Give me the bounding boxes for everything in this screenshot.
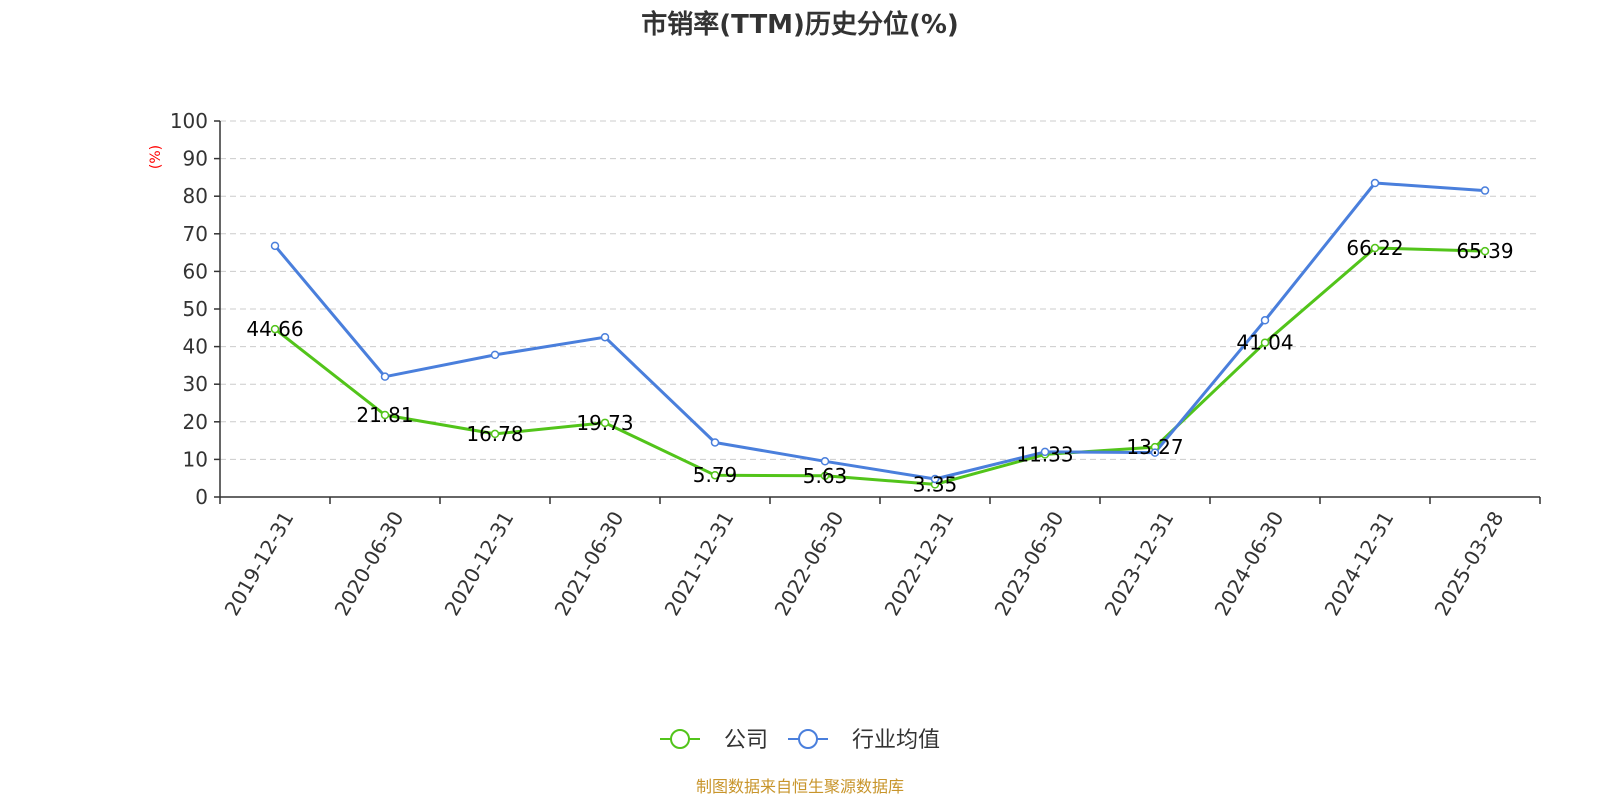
data-point[interactable] — [600, 418, 610, 428]
series-lines — [270, 178, 1490, 489]
legend-label: 行业均值 — [852, 728, 940, 753]
y-tick-label: 80 — [183, 184, 208, 208]
data-label: 11.33 — [1016, 442, 1073, 466]
data-point[interactable] — [1260, 316, 1270, 325]
source-note: 制图数据来自恒生聚源数据库 — [696, 777, 904, 796]
data-labels: 44.66 21.81 16.78 19.73 5.79 5.63 3.35 11.33 13.… — [246, 236, 1513, 496]
data-point[interactable] — [710, 470, 720, 480]
x-tick-label: 2019-12-31 — [220, 507, 299, 620]
x-tick-label: 2022-06-30 — [770, 507, 849, 620]
x-tick-label: 2020-06-30 — [330, 507, 409, 620]
legend-item-0[interactable]: 公司 — [660, 728, 768, 753]
data-label: 44.66 — [246, 317, 303, 341]
data-point[interactable] — [710, 438, 720, 447]
series-line-0 — [274, 246, 1486, 486]
data-point[interactable] — [380, 410, 390, 420]
data-point[interactable] — [490, 429, 500, 439]
x-tick-label: 2020-12-31 — [440, 507, 519, 620]
y-tick-label: 30 — [183, 372, 208, 396]
x-tick-label: 2024-12-31 — [1320, 507, 1399, 620]
x-tick-label: 2021-06-30 — [550, 507, 629, 620]
x-tick-label: 2025-03-28 — [1430, 507, 1509, 620]
data-label: 16.78 — [466, 422, 523, 446]
y-tick-label: 70 — [183, 222, 208, 246]
data-label: 13.27 — [1126, 435, 1183, 459]
data-point[interactable] — [1040, 447, 1050, 457]
x-tick-label: 2023-12-31 — [1100, 507, 1179, 620]
y-tick-label: 40 — [183, 335, 208, 359]
data-label: 5.63 — [803, 464, 848, 488]
y-tick-label: 100 — [170, 109, 208, 133]
data-point[interactable] — [820, 457, 830, 466]
data-label: 21.81 — [356, 403, 413, 427]
legend-item-1[interactable]: 行业均值 — [788, 728, 940, 753]
data-point[interactable] — [380, 372, 390, 381]
x-tick-label: 2022-12-31 — [880, 507, 959, 620]
legend-marker — [798, 729, 818, 749]
data-point[interactable] — [1150, 448, 1160, 457]
y-tick-label: 0 — [195, 485, 208, 509]
data-point[interactable] — [490, 350, 500, 360]
data-point[interactable] — [1480, 246, 1490, 256]
y-tick-label: 50 — [183, 297, 208, 321]
data-point[interactable] — [1370, 243, 1380, 253]
data-point[interactable] — [1480, 186, 1490, 195]
data-point[interactable] — [820, 471, 830, 481]
x-tick-label: 2023-06-30 — [990, 507, 1069, 620]
data-label: 5.79 — [693, 463, 738, 487]
chart-title: 市销率(TTM)历史分位(%) — [641, 9, 959, 40]
y-tick-label: 10 — [183, 447, 208, 471]
legend-marker — [670, 729, 690, 749]
x-tick-label: 2021-12-31 — [660, 507, 739, 620]
data-point[interactable] — [600, 332, 610, 342]
y-tick-label: 20 — [183, 410, 208, 434]
data-label: 41.04 — [1236, 331, 1293, 355]
y-axis-unit-label: (%) — [148, 145, 164, 169]
data-label: 65.39 — [1456, 239, 1513, 263]
data-label: 66.22 — [1346, 236, 1403, 260]
data-point[interactable] — [270, 241, 280, 251]
legend[interactable]: 公司 行业均值 — [660, 728, 940, 753]
legend-label: 公司 — [724, 728, 768, 753]
y-tick-label: 60 — [183, 259, 208, 283]
data-point[interactable] — [270, 324, 280, 334]
data-point[interactable] — [930, 474, 940, 484]
data-label: 19.73 — [576, 411, 633, 435]
y-tick-label: 90 — [183, 147, 208, 171]
data-point[interactable] — [1260, 338, 1270, 347]
data-point[interactable] — [1370, 178, 1380, 188]
data-label: 3.35 — [913, 472, 958, 496]
x-tick-label: 2024-06-30 — [1210, 507, 1289, 620]
series-line-1 — [273, 181, 1486, 481]
grid-lines — [220, 120, 1540, 460]
